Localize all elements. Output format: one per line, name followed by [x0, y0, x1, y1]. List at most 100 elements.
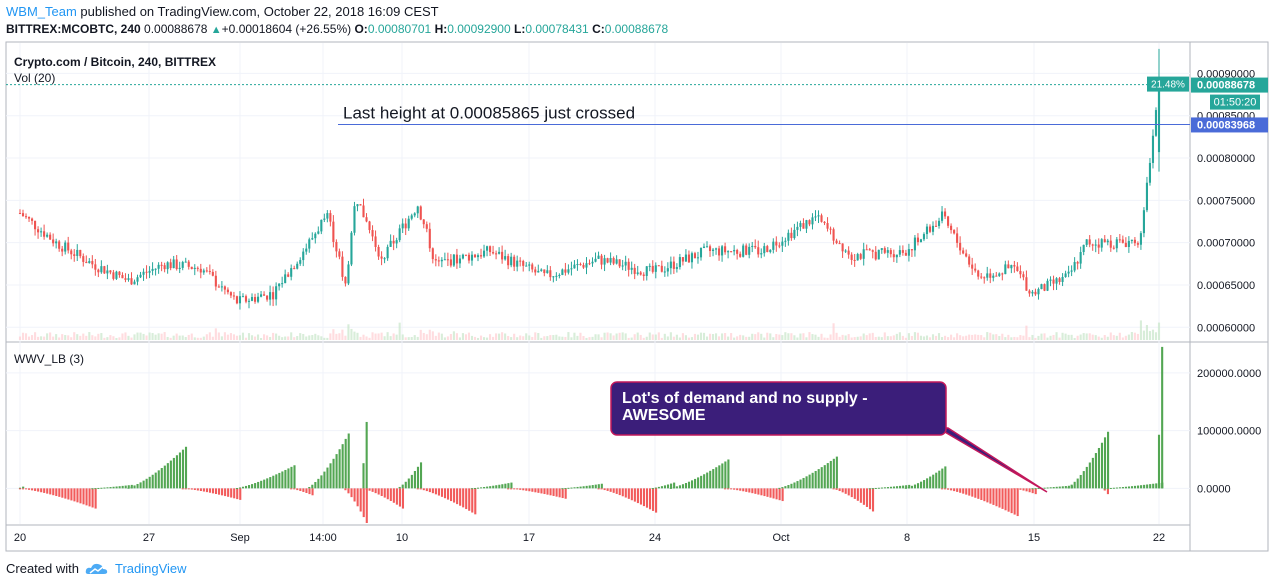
candle-body — [160, 264, 163, 266]
volume-bar — [678, 337, 681, 340]
volume-bar — [314, 333, 317, 340]
candle-body — [639, 272, 642, 275]
wwv-bar — [546, 488, 549, 495]
volume-bar — [419, 329, 422, 340]
volume-bar — [247, 333, 251, 340]
wwv-bar — [419, 462, 423, 489]
wwv-bar — [965, 488, 968, 495]
candle-body — [332, 221, 335, 242]
wwv-bar — [1064, 486, 1067, 489]
wwv-bar — [474, 488, 477, 515]
wwv-tick-label: 100000.0000 — [1197, 426, 1261, 438]
candle-body — [121, 275, 124, 279]
wwv-bar — [118, 486, 121, 489]
candle-body — [82, 256, 85, 262]
candle-body — [88, 261, 91, 264]
published-text: published on TradingView.com, October 22… — [80, 4, 439, 19]
volume-bar — [1088, 333, 1091, 340]
level-annotation[interactable]: Last height at 0.00085865 just crossed — [343, 103, 635, 122]
price-tick-label: 0.00070000 — [1197, 238, 1255, 250]
candle-body — [721, 246, 724, 256]
candle-body — [97, 269, 100, 273]
volume-bar — [953, 337, 956, 340]
candle-body — [1019, 271, 1022, 275]
volume-bar — [525, 333, 528, 340]
author-link[interactable]: WBM_Team — [6, 4, 77, 19]
footer: Created with TradingView — [6, 561, 187, 576]
candle-body — [1052, 279, 1055, 284]
candle-body — [522, 261, 525, 266]
volume-bar — [365, 336, 368, 340]
volume-bar — [118, 337, 121, 340]
wwv-bar — [1016, 488, 1019, 517]
wwv-bar — [230, 488, 233, 498]
volume-bar — [823, 337, 826, 340]
candle-body — [172, 259, 175, 269]
volume-bar — [151, 333, 154, 340]
wwv-bar — [941, 468, 944, 489]
volume-bar — [516, 337, 519, 340]
wwv-bar — [124, 485, 127, 489]
volume-bar — [485, 337, 489, 340]
wwv-bar — [456, 488, 459, 505]
candle-body — [425, 224, 428, 229]
candle-body — [1115, 239, 1118, 249]
wwv-bar — [600, 483, 603, 489]
wwv-bar — [950, 488, 953, 491]
tradingview-link[interactable]: TradingView — [114, 561, 187, 576]
candle-body — [621, 265, 624, 267]
wwv-bar — [555, 488, 558, 497]
volume-bar — [639, 334, 642, 340]
wwv-bar — [308, 486, 311, 489]
candle-body — [633, 267, 636, 274]
candle-body — [892, 254, 895, 258]
candle-body — [549, 270, 552, 278]
candle-body — [317, 231, 320, 234]
candle-body — [525, 265, 528, 267]
wwv-bar — [802, 477, 805, 489]
wwv-bar — [425, 488, 428, 492]
candle-body — [1139, 233, 1142, 245]
candle-body — [922, 234, 926, 240]
volume-bar — [630, 337, 633, 340]
candle-body — [311, 238, 314, 240]
volume-bar — [916, 332, 919, 340]
volume-bar — [642, 337, 645, 340]
candle-body — [79, 249, 82, 257]
wwv-bar — [775, 488, 778, 500]
volume-bar — [793, 335, 796, 340]
wwv-bar — [434, 488, 437, 495]
wwv-bar — [929, 476, 932, 489]
volume-bar — [775, 334, 778, 340]
candle-body — [238, 296, 242, 304]
candle-body — [1097, 244, 1100, 248]
candle-body — [564, 269, 567, 273]
candle-body — [223, 286, 226, 290]
candle-body — [576, 264, 579, 266]
candle-body — [320, 219, 323, 232]
candle-body — [766, 246, 769, 252]
candle-body — [106, 270, 109, 274]
candle-body — [18, 213, 22, 215]
wwv-tick-label: 200000.0000 — [1197, 368, 1261, 380]
volume-bar — [718, 336, 721, 340]
volume-bar — [531, 336, 534, 340]
wwv-bar — [151, 474, 154, 489]
wwv-bar — [239, 488, 242, 500]
candle-body — [266, 295, 269, 300]
wwv-bar — [58, 488, 61, 497]
wwv-bar — [1025, 488, 1028, 492]
volume-bar — [112, 336, 115, 340]
volume-bar — [742, 335, 745, 340]
volume-bar — [621, 332, 624, 340]
volume-bar — [1136, 333, 1139, 340]
wwv-bar — [395, 488, 398, 505]
volume-bar — [940, 337, 944, 340]
volume-bar — [371, 332, 374, 340]
candle-body — [278, 283, 281, 287]
wwv-bar — [263, 479, 266, 489]
time-tick-label: 20 — [14, 532, 26, 544]
callout-box[interactable] — [610, 381, 947, 436]
volume-bar — [97, 333, 100, 340]
